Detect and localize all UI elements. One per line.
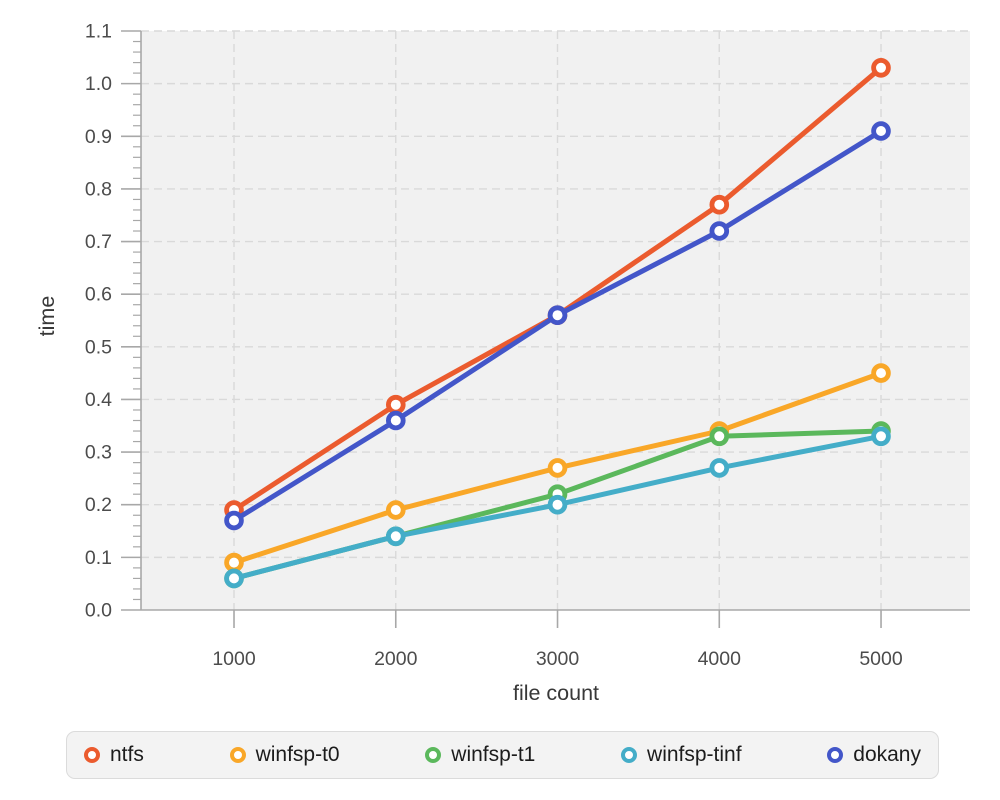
y-tick-label: 1.1: [85, 21, 112, 43]
y-tick-label: 0.3: [85, 442, 112, 464]
data-point-winfsp-t0: [871, 363, 891, 383]
data-point-winfsp-t0: [547, 458, 568, 478]
y-tick-label: 0.5: [85, 336, 112, 358]
x-tick-label: 5000: [859, 648, 903, 670]
legend-label-winfsp-t1: winfsp-t1: [451, 743, 536, 766]
legend-marker-winfsp-t0-icon: [229, 747, 246, 763]
x-tick-label: 4000: [698, 648, 742, 670]
legend-item-winfsp-t0: winfsp-t0: [229, 743, 340, 767]
data-point-winfsp-tinf: [547, 494, 568, 515]
data-point-winfsp-tinf: [871, 426, 891, 447]
legend-label-ntfs: ntfs: [110, 743, 144, 766]
legend-item-winfsp-t1: winfsp-t1: [425, 743, 535, 767]
y-tick-label: 0.8: [85, 178, 112, 200]
data-point-dokany: [547, 305, 568, 326]
legend-marker-dokany-icon: [827, 747, 844, 763]
data-point-winfsp-t0: [385, 500, 406, 520]
legend-label-dokany: dokany: [853, 743, 921, 766]
data-point-dokany: [709, 221, 730, 241]
legend-item-dokany: dokany: [827, 743, 921, 767]
data-point-dokany: [871, 121, 891, 141]
legend-label-winfsp-t0: winfsp-t0: [255, 743, 340, 766]
x-tick-label: 3000: [536, 648, 580, 670]
y-tick-label: 1.0: [85, 73, 112, 95]
x-axis-title: file count: [512, 681, 600, 705]
data-point-dokany: [385, 410, 406, 431]
x-tick-label: 2000: [374, 648, 418, 670]
data-point-ntfs: [709, 194, 730, 215]
legend-item-ntfs: ntfs: [84, 743, 144, 767]
legend-marker-ntfs-icon: [84, 747, 100, 763]
legend-marker-winfsp-t1-icon: [425, 747, 442, 763]
y-tick-label: 0.2: [85, 494, 112, 516]
y-tick-label: 0.1: [85, 547, 112, 569]
data-point-winfsp-tinf: [709, 458, 730, 478]
y-axis-title: time: [35, 295, 59, 337]
data-point-winfsp-tinf: [224, 568, 244, 589]
y-tick-label: 0.0: [85, 600, 112, 622]
y-tick-label: 0.7: [85, 231, 112, 253]
data-point-ntfs: [871, 58, 891, 78]
y-tick-label: 0.9: [85, 126, 112, 148]
data-point-winfsp-t0: [224, 552, 244, 573]
y-tick-label: 0.6: [85, 284, 112, 306]
y-tick-label: 0.4: [85, 389, 112, 411]
legend: ntfs winfsp-t0 winfsp-t1 winfsp-tinf dok…: [66, 731, 939, 779]
data-point-ntfs: [385, 394, 406, 415]
x-tick-label: 1000: [212, 648, 256, 670]
legend-label-winfsp-tinf: winfsp-tinf: [647, 743, 742, 766]
legend-marker-winfsp-tinf-icon: [621, 747, 638, 763]
data-point-winfsp-tinf: [385, 526, 406, 547]
legend-item-winfsp-tinf: winfsp-tinf: [621, 743, 742, 767]
data-point-dokany: [224, 510, 244, 531]
data-point-winfsp-t1: [709, 426, 730, 447]
